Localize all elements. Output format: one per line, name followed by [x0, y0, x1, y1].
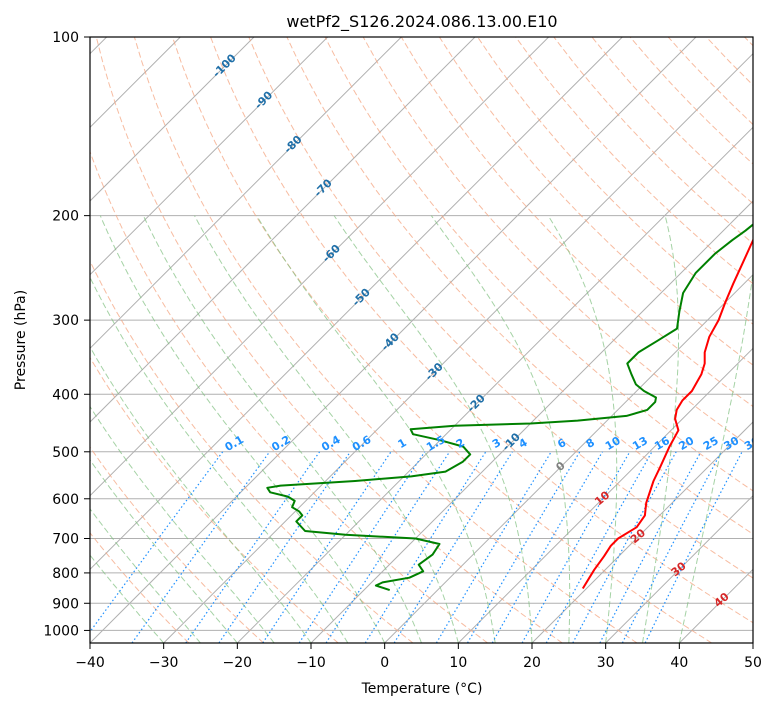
isotherm-line	[236, 126, 753, 643]
x-tick-label: −40	[75, 655, 105, 671]
mixing-ratio-line	[298, 451, 426, 643]
temperature-profile-line	[581, 237, 753, 590]
x-tick-label: 20	[523, 655, 541, 671]
x-axis-label: Temperature (°C)	[361, 681, 483, 697]
dry-adiabat-line	[95, 37, 563, 643]
dry-adiabat-line	[133, 37, 638, 643]
dry-adiabat-line	[172, 37, 712, 643]
y-tick-label: 500	[52, 445, 79, 461]
isotherm-line	[90, 37, 255, 202]
x-tick-label: 0	[380, 655, 389, 671]
mixing-ratio-line	[325, 451, 451, 643]
dry-adiabat-line	[438, 37, 753, 366]
moist-adiabat-line	[256, 215, 496, 643]
isotherm-line	[90, 37, 623, 571]
y-tick-label: 900	[52, 596, 79, 612]
moist-adiabat-line	[90, 554, 165, 643]
mixing-ratio-line	[90, 451, 224, 633]
isotherm-line	[531, 421, 753, 643]
moist-adiabat-line	[547, 215, 618, 643]
mixing-ratio-line	[644, 451, 743, 643]
mixing-ratio-line	[521, 451, 631, 643]
mixing-ratio-line	[218, 451, 351, 643]
dry-adiabat-line	[90, 532, 190, 643]
mixing-ratio-line	[599, 451, 702, 643]
isotherm-line	[90, 37, 329, 276]
y-tick-label: 600	[52, 492, 79, 508]
moist-adiabat-line	[333, 215, 533, 643]
mixing-ratio-line	[435, 451, 552, 643]
y-tick-label: 100	[52, 30, 79, 46]
x-tick-label: 30	[597, 655, 615, 671]
dry-adiabat-line	[90, 150, 488, 643]
moist-adiabat-line	[90, 458, 238, 643]
isotherm-line	[90, 37, 550, 497]
plot-area: -100-90-80-70-60-50-40-30-20-100.1 0.2 0.4…	[90, 37, 762, 643]
isotherm-line	[457, 347, 753, 643]
x-tick-label: 50	[744, 655, 762, 671]
dry-adiabat-line	[400, 37, 753, 408]
moist-adiabat-line	[430, 215, 571, 643]
y-tick-label: 1000	[43, 623, 79, 639]
axes: −40 −30 −20 −10 0 10 20 30 40 50 100 200 300 400 500 60…	[43, 30, 762, 671]
isotherm-line	[90, 37, 476, 423]
moist-adiabat-line	[194, 215, 459, 643]
isotherm-line	[90, 37, 402, 350]
mixing-ratio-label: 36	[742, 434, 762, 453]
mixing-ratio-line	[364, 451, 487, 643]
dry-adiabat-line	[248, 37, 753, 579]
dry-adiabat-line	[286, 37, 753, 535]
dry-adiabat-line	[210, 37, 753, 624]
moist-adiabat-line	[678, 269, 753, 643]
dewpoint-profile-line	[266, 223, 753, 592]
mixing-ratio-line	[545, 451, 653, 643]
dry-adiabat-line	[90, 356, 339, 643]
x-tick-label: 40	[670, 655, 688, 671]
isotherm-line	[605, 494, 753, 643]
chart-title: wetPf2_S126.2024.086.13.00.E10	[286, 12, 557, 32]
y-tick-label: 200	[52, 209, 79, 225]
moist-adiabat-line	[90, 345, 312, 643]
x-tick-label: −30	[149, 655, 179, 671]
isotherm-line	[384, 273, 753, 643]
dry-adiabat-line	[362, 37, 753, 450]
x-tick-label: −10	[296, 655, 326, 671]
isotherm-line	[163, 52, 753, 643]
y-tick-label: 800	[52, 566, 79, 582]
y-tick-label: 400	[52, 387, 79, 403]
mixing-ratio-line	[572, 451, 677, 643]
mixing-ratio-line	[262, 451, 392, 643]
y-axis-label: Pressure (hPa)	[13, 290, 29, 390]
plot-frame	[89, 36, 754, 644]
mixing-ratio-line	[185, 451, 321, 643]
y-tick-label: 700	[52, 532, 79, 548]
moist-adiabat-line	[642, 215, 679, 643]
x-tick-label: 10	[449, 655, 467, 671]
y-tick-label: 300	[52, 313, 79, 329]
dry-adiabat-line	[90, 446, 264, 643]
x-tick-label: −20	[223, 655, 253, 671]
dry-adiabat-line	[90, 259, 414, 643]
moist-adiabat-line	[142, 215, 422, 643]
dry-adiabat-line	[515, 37, 753, 285]
mixing-ratio-line	[131, 451, 271, 643]
moist-adiabat-line	[90, 276, 349, 643]
